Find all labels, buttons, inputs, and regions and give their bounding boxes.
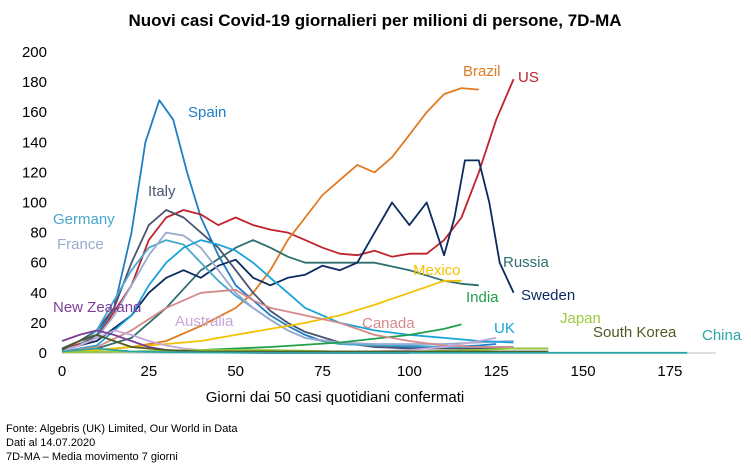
series-label-south-korea: South Korea	[593, 324, 677, 341]
y-tick-label: 80	[30, 225, 47, 242]
series-label-brazil: Brazil	[463, 63, 501, 80]
x-tick-label: 25	[140, 363, 157, 380]
source-line-1: Fonte: Algebris (UK) Limited, Our World …	[6, 423, 238, 435]
y-tick-label: 20	[30, 315, 47, 332]
series-line-germany	[61, 239, 514, 351]
series-label-germany: Germany	[53, 211, 115, 228]
series-line-australia	[61, 329, 497, 353]
y-tick-label: 200	[22, 44, 47, 61]
x-tick-label: 125	[484, 363, 509, 380]
y-tick-label: 60	[30, 255, 47, 272]
series-label-china: China	[702, 327, 742, 344]
y-tick-label: 140	[22, 134, 47, 151]
y-tick-label: 120	[22, 164, 47, 181]
series-line-sweden	[61, 159, 515, 351]
series-label-uk: UK	[494, 320, 515, 337]
y-tick-label: 0	[39, 345, 47, 362]
series-labels: Spain US Brazil Russia Sweden Italy Germany Fra…	[53, 63, 742, 344]
series-line-china	[61, 347, 688, 354]
x-tick-label: 175	[657, 363, 682, 380]
series-line-brazil	[61, 87, 479, 353]
series-label-france: France	[57, 236, 104, 253]
x-tick-label: 50	[227, 363, 244, 380]
x-tick-label: 100	[397, 363, 422, 380]
y-axis: 0 20 40 60 80 100 120 140 160 180 200	[22, 44, 47, 362]
series-line-russia	[61, 239, 479, 353]
series-label-japan: Japan	[560, 310, 601, 327]
series-line-canada	[61, 288, 514, 353]
series-label-canada: Canada	[362, 315, 415, 332]
series-label-italy: Italy	[148, 183, 176, 200]
chart-title: Nuovi casi Covid-19 giornalieri per mili…	[128, 11, 621, 30]
y-tick-label: 180	[22, 74, 47, 91]
series-label-mexico: Mexico	[413, 262, 461, 279]
y-tick-label: 160	[22, 104, 47, 121]
source-line-2: Dati al 14.07.2020	[6, 437, 95, 449]
series-line-france	[61, 231, 514, 351]
series-label-spain: Spain	[188, 104, 226, 121]
series-line-us	[61, 78, 515, 351]
series-group	[61, 78, 688, 354]
source-line-3: 7D-MA – Media movimento 7 giorni	[6, 451, 178, 463]
series-line-south-korea	[61, 333, 549, 353]
y-tick-label: 40	[30, 285, 47, 302]
x-axis: 0 25 50 75 100 125 150 175	[58, 363, 683, 380]
x-axis-label: Giorni dai 50 casi quotidiani confermati	[206, 389, 464, 406]
series-label-india: India	[466, 289, 499, 306]
series-label-sweden: Sweden	[521, 287, 575, 304]
series-label-russia: Russia	[503, 254, 550, 271]
x-tick-label: 150	[571, 363, 596, 380]
series-label-us: US	[518, 69, 539, 86]
series-line-uk	[61, 239, 514, 353]
x-tick-label: 0	[58, 363, 66, 380]
y-tick-label: 100	[22, 195, 47, 212]
series-label-australia: Australia	[175, 313, 234, 330]
series-label-new-zealand: New Zealand	[53, 299, 141, 316]
x-tick-label: 75	[314, 363, 331, 380]
